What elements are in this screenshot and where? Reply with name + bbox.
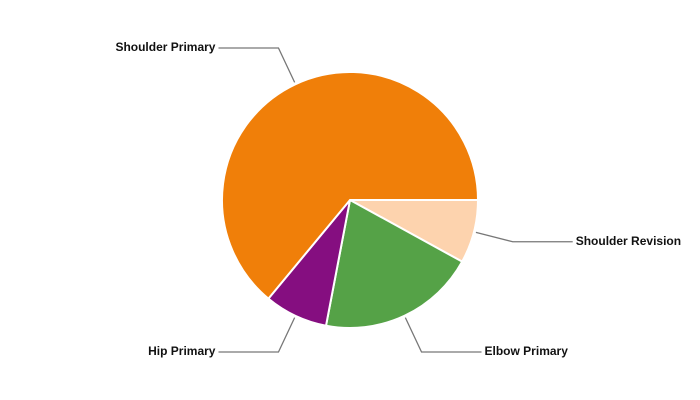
leader-line (475, 231, 573, 243)
slice-label: Shoulder Primary (115, 40, 215, 54)
leader-line (404, 317, 482, 353)
leader-line (218, 47, 296, 83)
slice-label: Hip Primary (148, 344, 216, 358)
pie-slice (324, 198, 464, 329)
leader-line (218, 317, 296, 353)
pie-slice (221, 71, 480, 301)
slice-label: Elbow Primary (485, 344, 569, 358)
slice-label: Shoulder Revision (576, 234, 681, 248)
